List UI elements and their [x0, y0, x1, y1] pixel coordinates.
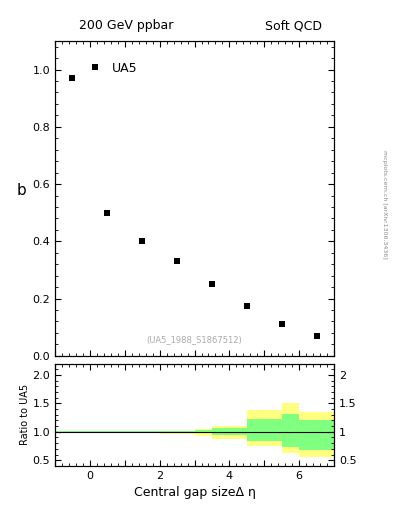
Legend: UA5: UA5 — [77, 57, 143, 80]
Text: mcplots.cern.ch [arXiv:1306.3436]: mcplots.cern.ch [arXiv:1306.3436] — [382, 151, 387, 259]
X-axis label: Central gap sizeΔ η: Central gap sizeΔ η — [134, 486, 255, 499]
Text: 200 GeV ppbar: 200 GeV ppbar — [79, 19, 173, 32]
Y-axis label: b: b — [17, 183, 26, 198]
Text: Soft QCD: Soft QCD — [265, 19, 322, 32]
Y-axis label: Ratio to UA5: Ratio to UA5 — [20, 384, 29, 445]
Text: (UA5_1988_S1867512): (UA5_1988_S1867512) — [147, 335, 242, 345]
